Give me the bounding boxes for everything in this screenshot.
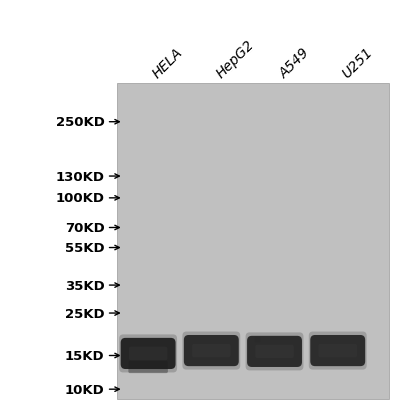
Text: 25KD: 25KD [65,307,105,320]
Text: A549: A549 [276,45,312,81]
FancyBboxPatch shape [255,345,294,358]
Text: 130KD: 130KD [56,170,105,183]
FancyBboxPatch shape [246,333,303,371]
Text: U251: U251 [340,45,376,81]
Text: HepG2: HepG2 [213,37,257,81]
Text: 250KD: 250KD [56,116,105,129]
FancyBboxPatch shape [121,338,176,369]
Text: 15KD: 15KD [65,349,105,362]
Text: 10KD: 10KD [65,383,105,396]
FancyBboxPatch shape [318,344,357,357]
FancyBboxPatch shape [182,332,240,370]
FancyBboxPatch shape [117,84,389,399]
FancyBboxPatch shape [119,335,177,373]
FancyBboxPatch shape [129,347,167,360]
Text: 100KD: 100KD [56,192,105,205]
Text: 70KD: 70KD [65,221,105,234]
FancyBboxPatch shape [309,332,367,370]
FancyBboxPatch shape [184,335,239,366]
Text: HELA: HELA [150,45,186,81]
FancyBboxPatch shape [128,361,168,373]
FancyBboxPatch shape [247,336,302,367]
Text: 55KD: 55KD [65,241,105,254]
Text: 35KD: 35KD [65,279,105,292]
FancyBboxPatch shape [310,335,365,366]
FancyBboxPatch shape [192,344,231,357]
